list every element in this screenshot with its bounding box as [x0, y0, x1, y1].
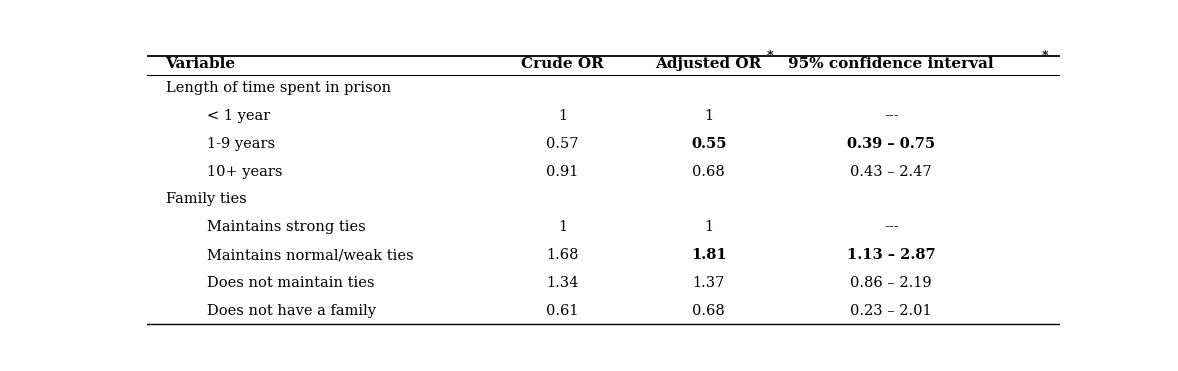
Text: 0.61: 0.61	[547, 303, 578, 318]
Text: 0.43 – 2.47: 0.43 – 2.47	[851, 165, 932, 179]
Text: 0.91: 0.91	[547, 165, 578, 179]
Text: 95% confidence interval: 95% confidence interval	[788, 57, 994, 71]
Text: *: *	[1041, 50, 1047, 63]
Text: 0.39 – 0.75: 0.39 – 0.75	[847, 137, 935, 151]
Text: 1.34: 1.34	[547, 276, 578, 290]
Text: 10+ years: 10+ years	[206, 165, 282, 179]
Text: ---: ---	[884, 109, 899, 123]
Text: 0.23 – 2.01: 0.23 – 2.01	[851, 303, 932, 318]
Text: < 1 year: < 1 year	[206, 109, 270, 123]
Text: ---: ---	[884, 220, 899, 234]
Text: 1.68: 1.68	[547, 248, 578, 262]
Text: Crude OR: Crude OR	[522, 57, 604, 71]
Text: 1: 1	[704, 220, 713, 234]
Text: Length of time spent in prison: Length of time spent in prison	[165, 81, 391, 95]
Text: 0.57: 0.57	[547, 137, 578, 151]
Text: 1: 1	[704, 109, 713, 123]
Text: 0.86 – 2.19: 0.86 – 2.19	[851, 276, 932, 290]
Text: 0.68: 0.68	[693, 303, 726, 318]
Text: Maintains strong ties: Maintains strong ties	[206, 220, 365, 234]
Text: Family ties: Family ties	[165, 193, 246, 207]
Text: 1-9 years: 1-9 years	[206, 137, 274, 151]
Text: 1: 1	[558, 220, 567, 234]
Text: Adjusted OR: Adjusted OR	[656, 57, 762, 71]
Text: *: *	[767, 50, 774, 63]
Text: 1: 1	[558, 109, 567, 123]
Text: 0.68: 0.68	[693, 165, 726, 179]
Text: 1.13 – 2.87: 1.13 – 2.87	[847, 248, 935, 262]
Text: Variable: Variable	[165, 57, 236, 71]
Text: 1.81: 1.81	[691, 248, 727, 262]
Text: 0.55: 0.55	[691, 137, 727, 151]
Text: Does not have a family: Does not have a family	[206, 303, 376, 318]
Text: Maintains normal/weak ties: Maintains normal/weak ties	[206, 248, 413, 262]
Text: Does not maintain ties: Does not maintain ties	[206, 276, 375, 290]
Text: 1.37: 1.37	[693, 276, 724, 290]
